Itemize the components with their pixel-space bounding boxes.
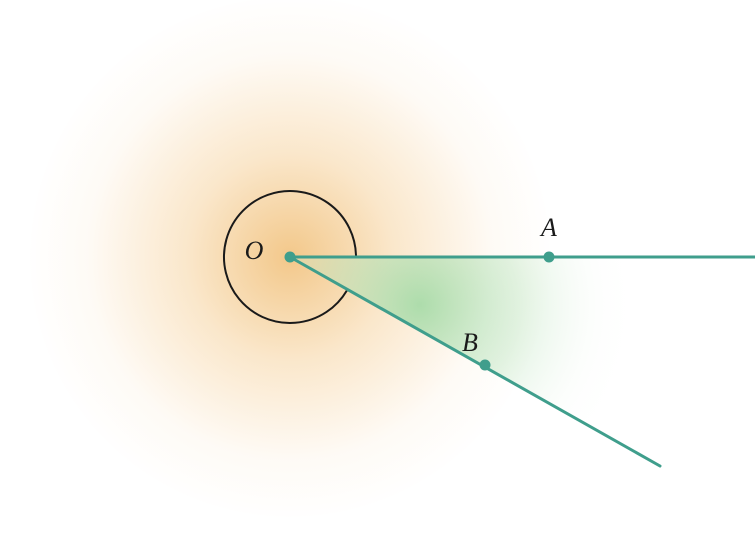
point-o: [285, 252, 296, 263]
point-a: [544, 252, 555, 263]
point-b: [480, 360, 491, 371]
angle-diagram: O A B: [0, 0, 755, 558]
geometry-svg: [0, 0, 755, 558]
angle-interior-glow: [200, 85, 640, 525]
